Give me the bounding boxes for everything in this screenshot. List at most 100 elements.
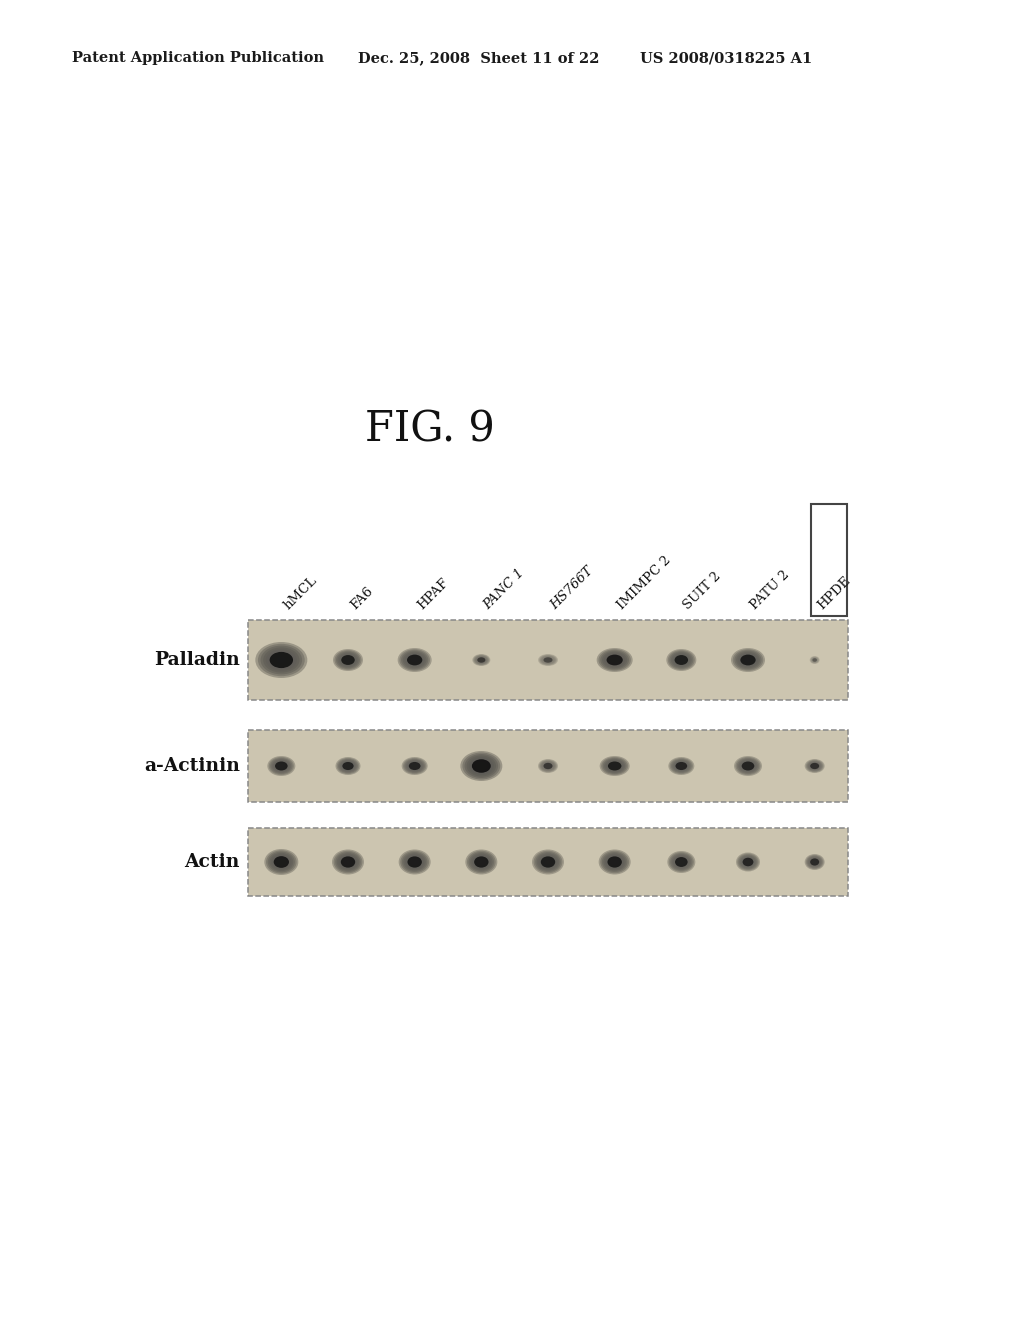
Ellipse shape — [476, 656, 486, 664]
Ellipse shape — [805, 854, 824, 870]
Ellipse shape — [273, 857, 289, 867]
Ellipse shape — [812, 659, 817, 661]
Ellipse shape — [473, 760, 489, 772]
Ellipse shape — [263, 647, 300, 673]
Ellipse shape — [741, 655, 755, 665]
Ellipse shape — [604, 759, 626, 774]
Ellipse shape — [540, 855, 556, 869]
Ellipse shape — [543, 763, 553, 770]
Ellipse shape — [542, 857, 554, 867]
Ellipse shape — [273, 760, 290, 772]
Ellipse shape — [808, 857, 821, 867]
Ellipse shape — [407, 653, 423, 667]
Ellipse shape — [475, 762, 487, 771]
Ellipse shape — [676, 762, 687, 770]
Ellipse shape — [735, 756, 761, 775]
Ellipse shape — [269, 853, 293, 871]
Ellipse shape — [736, 652, 760, 668]
Ellipse shape — [607, 762, 623, 771]
Ellipse shape — [668, 651, 695, 671]
Ellipse shape — [603, 853, 626, 871]
Ellipse shape — [809, 762, 820, 770]
Ellipse shape — [341, 655, 355, 665]
Text: HPAF: HPAF — [415, 576, 451, 612]
Ellipse shape — [539, 655, 557, 665]
Ellipse shape — [810, 858, 819, 866]
Ellipse shape — [472, 759, 490, 772]
Ellipse shape — [403, 853, 426, 871]
Ellipse shape — [406, 760, 424, 772]
Ellipse shape — [398, 850, 431, 874]
Ellipse shape — [344, 763, 352, 768]
Ellipse shape — [403, 758, 426, 774]
Ellipse shape — [337, 853, 359, 871]
Ellipse shape — [810, 656, 819, 664]
Ellipse shape — [805, 759, 824, 774]
Text: FIG. 9: FIG. 9 — [366, 409, 495, 451]
Ellipse shape — [255, 642, 307, 678]
Ellipse shape — [338, 759, 358, 774]
Ellipse shape — [669, 853, 694, 873]
Ellipse shape — [810, 656, 819, 664]
Ellipse shape — [338, 854, 357, 870]
Ellipse shape — [540, 760, 556, 772]
Ellipse shape — [473, 655, 489, 665]
Ellipse shape — [332, 850, 364, 874]
Ellipse shape — [538, 759, 558, 774]
Ellipse shape — [467, 755, 496, 776]
Ellipse shape — [475, 656, 487, 664]
Ellipse shape — [477, 657, 485, 663]
Ellipse shape — [337, 758, 359, 774]
Ellipse shape — [272, 855, 290, 869]
Ellipse shape — [404, 759, 425, 774]
Ellipse shape — [477, 763, 485, 770]
Ellipse shape — [539, 854, 558, 870]
Ellipse shape — [669, 756, 694, 775]
Ellipse shape — [266, 649, 297, 671]
Ellipse shape — [670, 651, 693, 669]
Ellipse shape — [474, 857, 488, 867]
Ellipse shape — [469, 851, 495, 873]
Ellipse shape — [341, 857, 355, 867]
Ellipse shape — [738, 759, 758, 774]
Ellipse shape — [605, 854, 625, 870]
Bar — [248, 730, 848, 803]
Ellipse shape — [475, 857, 487, 867]
Bar — [248, 620, 848, 700]
Ellipse shape — [397, 648, 432, 672]
Ellipse shape — [670, 758, 693, 774]
Ellipse shape — [668, 851, 695, 873]
Text: IMIMPC 2: IMIMPC 2 — [614, 553, 673, 612]
Ellipse shape — [269, 652, 293, 668]
Ellipse shape — [675, 762, 688, 771]
Ellipse shape — [734, 651, 762, 669]
Text: PATU 2: PATU 2 — [748, 568, 792, 612]
Ellipse shape — [602, 851, 628, 873]
Text: Dec. 25, 2008  Sheet 11 of 22: Dec. 25, 2008 Sheet 11 of 22 — [358, 51, 599, 65]
Ellipse shape — [470, 853, 493, 871]
Ellipse shape — [268, 651, 294, 669]
Ellipse shape — [469, 756, 494, 775]
Text: US 2008/0318225 A1: US 2008/0318225 A1 — [640, 51, 812, 65]
Ellipse shape — [739, 760, 757, 772]
Ellipse shape — [740, 655, 756, 665]
Ellipse shape — [737, 854, 759, 871]
Ellipse shape — [741, 762, 755, 771]
Ellipse shape — [278, 763, 286, 770]
Ellipse shape — [476, 858, 486, 866]
Ellipse shape — [738, 653, 758, 667]
Ellipse shape — [478, 659, 484, 661]
Text: Patent Application Publication: Patent Application Publication — [72, 51, 324, 65]
Ellipse shape — [336, 756, 360, 775]
Ellipse shape — [275, 762, 287, 770]
Ellipse shape — [539, 760, 557, 772]
Ellipse shape — [678, 763, 685, 768]
Ellipse shape — [336, 651, 360, 669]
Ellipse shape — [597, 648, 633, 672]
Ellipse shape — [465, 754, 498, 777]
Ellipse shape — [463, 752, 501, 780]
Ellipse shape — [673, 653, 690, 667]
Ellipse shape — [744, 859, 752, 865]
Ellipse shape — [743, 763, 753, 770]
Ellipse shape — [812, 859, 818, 865]
